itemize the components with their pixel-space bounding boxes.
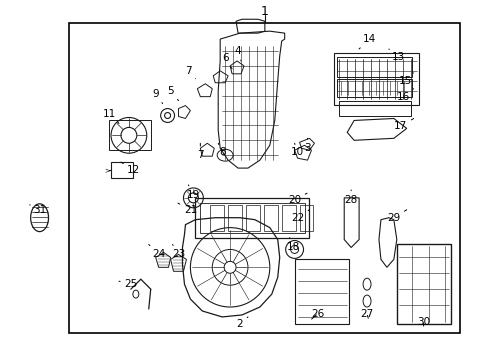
Text: 27: 27 — [360, 309, 373, 319]
Text: 1: 1 — [261, 5, 268, 18]
Text: 14: 14 — [358, 34, 375, 49]
Text: 11: 11 — [102, 108, 119, 123]
Text: 15: 15 — [398, 73, 413, 86]
Bar — [334, 53, 418, 105]
Text: 3: 3 — [304, 138, 310, 153]
Bar — [109, 121, 150, 150]
Bar — [264, 205, 277, 231]
Bar — [245, 205, 259, 231]
Text: 18: 18 — [286, 238, 300, 252]
Text: 9: 9 — [152, 89, 163, 104]
Bar — [111, 162, 133, 178]
Text: 8: 8 — [218, 143, 225, 157]
Text: >: > — [104, 167, 110, 173]
Text: 2: 2 — [236, 317, 247, 329]
Bar — [195, 198, 309, 238]
Text: 26: 26 — [310, 309, 324, 319]
Text: 22: 22 — [290, 210, 309, 223]
Bar — [396, 244, 450, 324]
Text: 4: 4 — [234, 46, 241, 61]
Text: 25: 25 — [119, 279, 137, 289]
Text: 7: 7 — [185, 66, 195, 79]
Text: 7: 7 — [197, 143, 203, 160]
Bar — [299, 205, 313, 231]
Bar — [228, 205, 242, 231]
Text: 23: 23 — [172, 244, 185, 260]
Text: 10: 10 — [290, 143, 304, 157]
Bar — [337, 57, 411, 77]
Bar — [281, 205, 295, 231]
Bar — [294, 260, 348, 324]
Bar — [210, 205, 224, 231]
Text: 13: 13 — [388, 49, 405, 62]
Text: 24: 24 — [148, 244, 165, 260]
Text: 20: 20 — [287, 193, 306, 205]
Text: 6: 6 — [222, 53, 232, 69]
Text: 28: 28 — [344, 190, 357, 205]
Bar — [337, 79, 411, 96]
Text: 29: 29 — [386, 210, 406, 223]
Text: 21: 21 — [178, 203, 197, 215]
Text: 31: 31 — [30, 205, 46, 215]
Text: 17: 17 — [393, 118, 413, 131]
Text: 12: 12 — [121, 162, 140, 175]
Text: 19: 19 — [186, 185, 200, 200]
Bar — [200, 203, 304, 233]
Text: 5: 5 — [167, 86, 178, 100]
Text: 30: 30 — [416, 317, 429, 327]
Bar — [339, 100, 410, 117]
Bar — [69, 23, 459, 333]
Text: 16: 16 — [396, 89, 413, 102]
